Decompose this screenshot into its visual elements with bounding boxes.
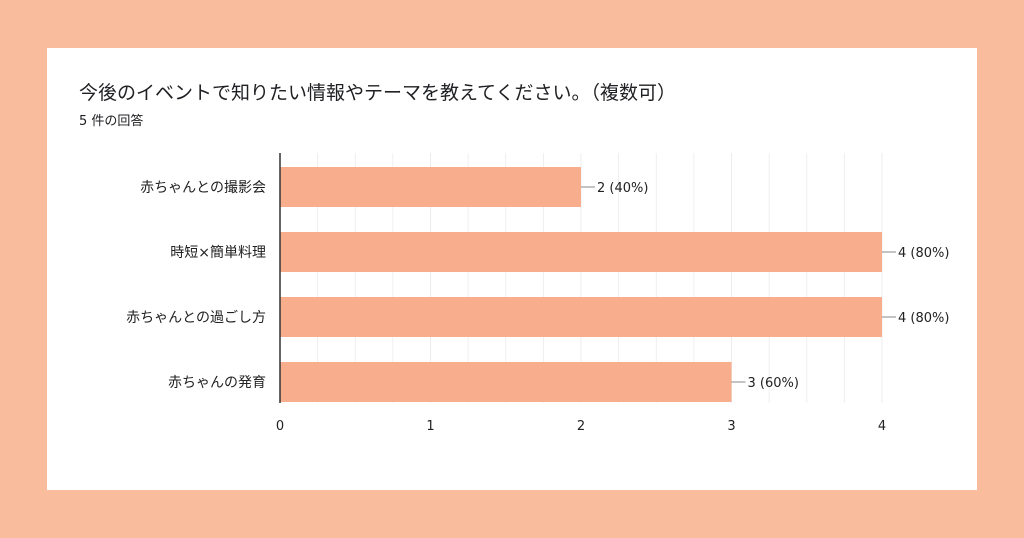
question-title: 今後のイベントで知りたい情報やテーマを教えてください。（複数可） — [79, 82, 676, 104]
response-count: 5 件の回答 — [79, 114, 144, 129]
category-label: 時短×簡単料理 — [170, 245, 266, 261]
labels: 2 (40%) 赤ちゃんとの撮影会 4 (80%) 時短×簡単料理 4 (80%) 赤ちゃ… — [126, 179, 949, 434]
x-tick-label: 0 — [276, 419, 284, 434]
category-label: 赤ちゃんとの撮影会 — [140, 179, 266, 196]
bars — [280, 167, 882, 402]
bar — [280, 167, 581, 207]
value-label: 3 (60%) — [748, 376, 799, 391]
x-tick-label: 1 — [426, 419, 434, 434]
chart-card: 今後のイベントで知りたい情報やテーマを教えてください。（複数可） 5 件の回答 … — [47, 48, 977, 490]
x-tick-label: 4 — [878, 419, 886, 434]
value-label: 2 (40%) — [597, 181, 648, 196]
grid-lines — [317, 153, 883, 403]
bar — [280, 362, 732, 402]
category-label: 赤ちゃんの発育 — [168, 375, 266, 391]
x-tick-label: 3 — [727, 419, 735, 434]
value-label: 4 (80%) — [898, 246, 949, 261]
bar — [280, 297, 882, 337]
x-tick-label: 2 — [577, 419, 585, 434]
category-label: 赤ちゃんとの過ごし方 — [126, 310, 266, 326]
bar-chart: 2 (40%) 赤ちゃんとの撮影会 4 (80%) 時短×簡単料理 4 (80%) 赤ちゃ… — [126, 153, 949, 434]
bar — [280, 232, 882, 272]
value-label: 4 (80%) — [898, 311, 949, 326]
